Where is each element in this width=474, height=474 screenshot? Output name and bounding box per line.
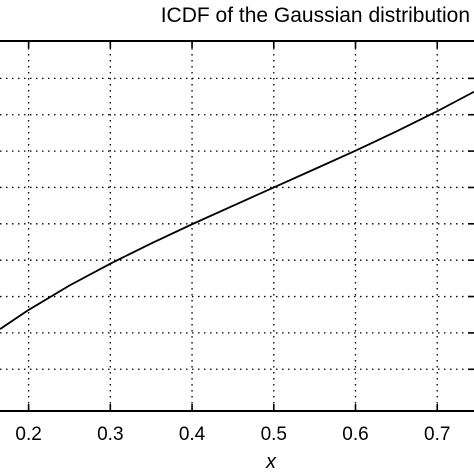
x-tick-label-3: 0.5: [261, 424, 287, 445]
series: [0, 90, 474, 330]
x-axis-label: x: [265, 451, 277, 473]
x-tick-label-2: 0.4: [179, 424, 206, 445]
series-line-0: [0, 90, 474, 330]
plot-frame: [0, 40, 474, 412]
x-tick-label-1: 0.3: [97, 424, 123, 445]
x-tick-label-4: 0.6: [342, 424, 368, 445]
x-tick-label-0: 0.2: [15, 424, 41, 445]
x-axis: 0.2 0.3 0.4 0.5 0.6 0.7: [15, 42, 474, 445]
x-tick-label-5: 0.7: [424, 424, 450, 445]
grid: [0, 42, 474, 410]
chart-title: ICDF of the Gaussian distribution: [161, 4, 470, 27]
